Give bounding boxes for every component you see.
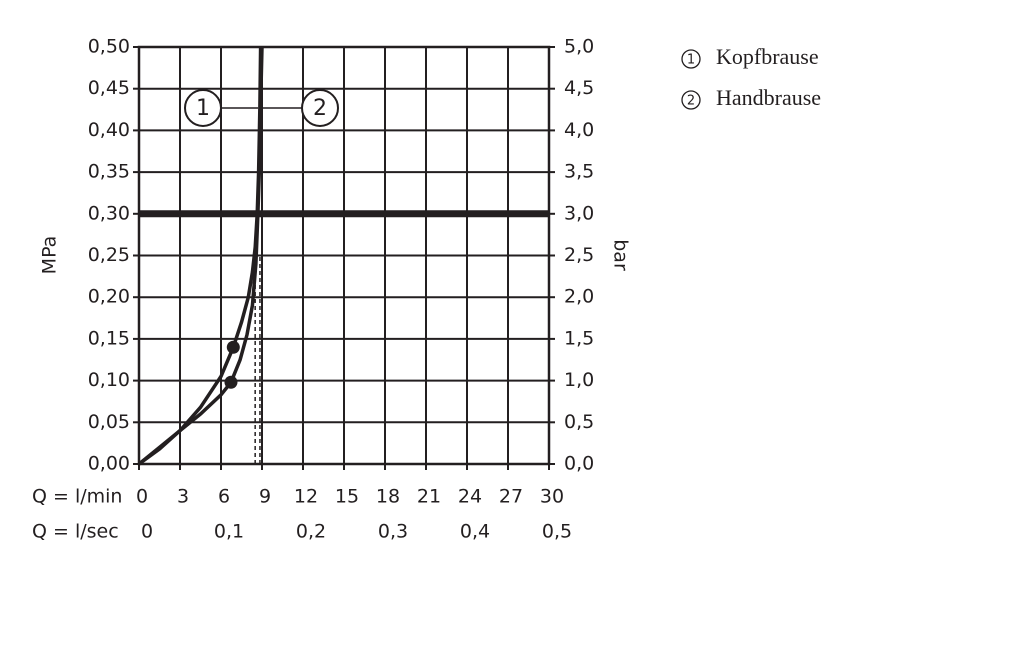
legend-marker-circle [681,49,701,69]
y2-tick-label: 0,0 [564,453,594,475]
y-tick-label: 0,10 [88,369,130,391]
y-tick-label: 0,45 [88,77,130,99]
x-tick-label: 12 [294,486,318,508]
x2-tick-label: 0,5 [542,521,572,543]
legend-marker-circle [681,90,701,110]
x-tick-label: 24 [458,486,482,508]
y2-tick-label: 4,0 [564,119,594,141]
y2-tick-label: 5,0 [564,36,594,58]
y2-tick-label: 1,0 [564,369,594,391]
y2-tick-label: 3,0 [564,202,594,224]
x2-axis-label: Q = l/sec [32,521,119,543]
y-tick-label: 0,40 [88,119,130,141]
x-tick-label: 0 [136,486,148,508]
callout-circle [301,89,339,127]
x2-tick-label: 0,3 [378,521,408,543]
y2-tick-label: 1,5 [564,327,594,349]
x-tick-label: 21 [417,486,441,508]
y-tick-label: 0,05 [88,411,130,433]
x2-tick-label: 0,2 [296,521,326,543]
y-tick-label: 0,15 [88,327,130,349]
series-dot [224,375,238,389]
y2-tick-label: 0,5 [564,411,594,433]
y-tick-label: 0,35 [88,161,130,183]
y2-tick-label: 4,5 [564,77,594,99]
callout-circle [184,89,222,127]
x2-tick-label: 0,4 [460,521,490,543]
y2-tick-label: 2,0 [564,286,594,308]
series-dot [226,340,240,354]
y2-tick-label: 2,5 [564,244,594,266]
x2-tick-label: 0 [141,521,153,543]
x-tick-label: 30 [540,486,564,508]
callout-label: 1 [196,96,210,121]
y-tick-label: 0,30 [88,202,130,224]
y-axis-label: MPa [39,236,61,275]
y-tick-label: 0,50 [88,36,130,58]
x-tick-label: 15 [335,486,359,508]
x-tick-label: 3 [177,486,189,508]
x-axis-label: Q = l/min [32,486,122,508]
x-tick-label: 27 [499,486,523,508]
y-tick-label: 0,00 [88,453,130,475]
legend-marker-label: 1 [687,53,695,68]
x-tick-label: 6 [218,486,230,508]
x2-tick-label: 0,1 [214,521,244,543]
x-tick-label: 9 [259,486,271,508]
y2-tick-label: 3,5 [564,161,594,183]
x-tick-label: 18 [376,486,400,508]
plot-frame [137,45,551,466]
legend-label: Kopfbrause [716,44,819,69]
y-tick-label: 0,25 [88,244,130,266]
callout-label: 2 [313,96,327,121]
y2-axis-label: bar [610,239,632,271]
legend-marker-label: 2 [687,94,695,109]
y-tick-label: 0,20 [88,286,130,308]
series-line [137,46,264,466]
legend-label: Handbrause [716,85,821,110]
